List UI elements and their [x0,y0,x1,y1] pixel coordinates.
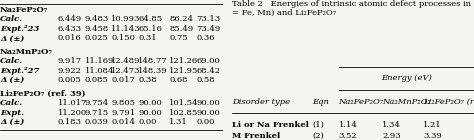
Text: 9.458: 9.458 [85,25,109,33]
Text: 6.433: 6.433 [58,25,82,33]
Text: 6.449: 6.449 [58,15,82,23]
Text: 9.922: 9.922 [58,67,82,75]
Text: 69.00: 69.00 [196,57,220,65]
Text: 0.68: 0.68 [169,76,188,84]
Text: 68.42: 68.42 [196,67,220,75]
Text: Eqn: Eqn [312,98,329,106]
Text: 1.31: 1.31 [169,118,188,126]
Text: 90.00: 90.00 [196,109,220,117]
Text: 101.54: 101.54 [169,99,199,107]
Text: Expt.²23: Expt.²23 [0,25,39,33]
Text: 121.26: 121.26 [169,57,199,65]
Text: 3.39: 3.39 [423,132,442,140]
Text: 10.993: 10.993 [111,15,141,23]
Text: 121.95: 121.95 [169,67,199,75]
Text: 1.34: 1.34 [382,121,401,129]
Text: 0.039: 0.039 [85,118,109,126]
Text: 9.917: 9.917 [58,57,82,65]
Text: Li₂FeP₂O₇ (ref. 35): Li₂FeP₂O₇ (ref. 35) [423,98,474,106]
Text: 0.017: 0.017 [111,76,135,84]
Text: 86.24: 86.24 [169,15,193,23]
Text: 0.085: 0.085 [85,76,109,84]
Text: 0.150: 0.150 [111,34,135,42]
Text: 0.31: 0.31 [138,34,157,42]
Text: 1.21: 1.21 [423,121,442,129]
Text: Table 2   Energies of intrinsic atomic defect processes in Na₂MP₂O₇ (M
= Fe, Mn): Table 2 Energies of intrinsic atomic def… [232,0,474,17]
Text: 90.00: 90.00 [138,109,162,117]
Text: Δ (±): Δ (±) [0,76,24,84]
Text: 11.143: 11.143 [111,25,141,33]
Text: (2): (2) [312,132,324,140]
Text: Calc.: Calc. [0,57,23,65]
Text: 0.36: 0.36 [196,34,215,42]
Text: Li₂FeP₂O₇ (ref. 39): Li₂FeP₂O₇ (ref. 39) [0,90,85,98]
Text: 1.14: 1.14 [338,121,357,129]
Text: Calc.: Calc. [0,15,23,23]
Text: Energy (eV): Energy (eV) [381,74,432,82]
Text: Δ (±): Δ (±) [0,118,24,126]
Text: 0.025: 0.025 [85,34,109,42]
Text: 0.00: 0.00 [196,118,214,126]
Text: 9.754: 9.754 [85,99,109,107]
Text: 9.483: 9.483 [85,15,109,23]
Text: 9.715: 9.715 [85,109,109,117]
Text: Expt.: Expt. [0,109,24,117]
Text: Expt.²27: Expt.²27 [0,67,39,75]
Text: 73.49: 73.49 [196,25,220,33]
Text: 12.473: 12.473 [111,67,141,75]
Text: Disorder type: Disorder type [232,98,291,106]
Text: 148.77: 148.77 [138,57,168,65]
Text: Calc.: Calc. [0,99,23,107]
Text: 9.791: 9.791 [111,109,136,117]
Text: 0.75: 0.75 [169,34,188,42]
Text: 0.58: 0.58 [196,76,215,84]
Text: 0.183: 0.183 [58,118,82,126]
Text: Na₂MnP₂O₇: Na₂MnP₂O₇ [382,98,431,106]
Text: 90.00: 90.00 [138,99,162,107]
Text: Na₂MnP₂O₇: Na₂MnP₂O₇ [0,48,53,56]
Text: 11.084: 11.084 [85,67,114,75]
Text: 0.014: 0.014 [111,118,136,126]
Text: (1): (1) [312,121,324,129]
Text: 64.85: 64.85 [138,15,162,23]
Text: 102.85: 102.85 [169,109,199,117]
Text: 11.017: 11.017 [58,99,87,107]
Text: 73.13: 73.13 [196,15,220,23]
Text: Na₂FeP₂O₇: Na₂FeP₂O₇ [338,98,384,106]
Text: Δ (±): Δ (±) [0,34,24,42]
Text: 2.93: 2.93 [382,132,401,140]
Text: 11.200: 11.200 [58,109,87,117]
Text: 11.169: 11.169 [85,57,114,65]
Text: 3.52: 3.52 [338,132,357,140]
Text: Li or Na Frenkel: Li or Na Frenkel [232,121,309,129]
Text: 85.49: 85.49 [169,25,193,33]
Text: M Frenkel: M Frenkel [232,132,281,140]
Text: 9.805: 9.805 [111,99,136,107]
Text: 90.00: 90.00 [196,99,220,107]
Text: 0.005: 0.005 [58,76,82,84]
Text: 0.016: 0.016 [58,34,82,42]
Text: 12.489: 12.489 [111,57,141,65]
Text: 148.39: 148.39 [138,67,168,75]
Text: 0.38: 0.38 [138,76,157,84]
Text: 65.16: 65.16 [138,25,162,33]
Text: 0.00: 0.00 [138,118,156,126]
Text: Na₂FeP₂O₇: Na₂FeP₂O₇ [0,6,48,14]
